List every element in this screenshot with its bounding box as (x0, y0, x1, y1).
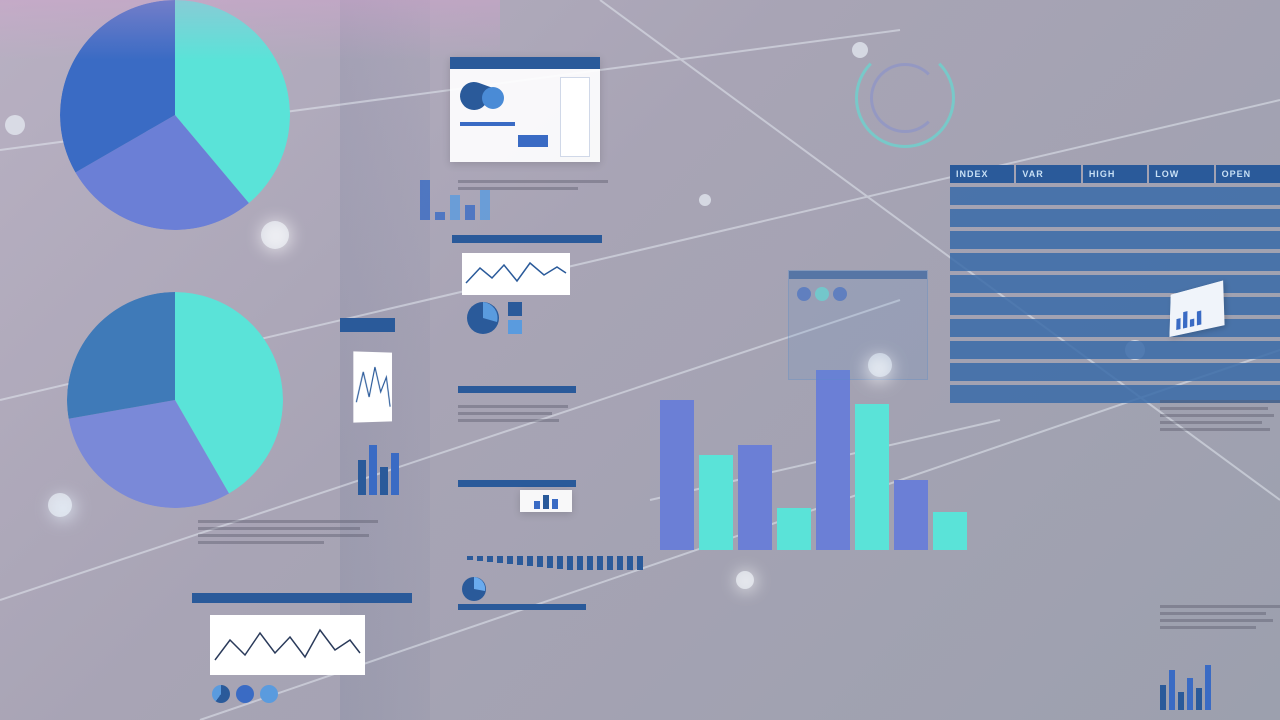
small-line-chart (353, 351, 392, 422)
text-lines-2 (458, 405, 568, 426)
tiny-bars-br (1160, 665, 1211, 710)
table-col-header: OPEN (1216, 165, 1280, 183)
mini-square-1 (508, 302, 522, 316)
glow-1 (260, 220, 292, 252)
table-row (950, 209, 1280, 227)
table-col-header: HIGH (1083, 165, 1147, 183)
hbar (458, 386, 576, 393)
pie-chart-bottom (67, 292, 283, 508)
table-row (950, 297, 1280, 315)
bottom-line-chart (210, 615, 365, 675)
pink-tint (0, 0, 500, 60)
glow-4 (735, 570, 757, 592)
text-lines-3 (458, 180, 608, 194)
text-lines-1 (198, 520, 378, 548)
panel-card-top (450, 57, 600, 162)
mini-3d-bars-icon (358, 445, 399, 495)
hbar (192, 593, 412, 603)
table-row (950, 187, 1280, 205)
text-lines-5 (1160, 605, 1280, 633)
table-row (950, 275, 1280, 293)
mini-pie-bottom-icon (460, 575, 488, 603)
dotted-bar-row (467, 556, 643, 570)
table-row (950, 319, 1280, 337)
tiny-pies-row (212, 685, 278, 703)
bar (699, 455, 733, 550)
mini-bar-card (520, 490, 572, 512)
hbar (458, 480, 576, 487)
hbar (340, 318, 395, 332)
hbar (452, 235, 602, 243)
hbar (458, 604, 586, 610)
bar (738, 445, 772, 550)
bar (933, 512, 967, 550)
hud-ring-inner-icon (870, 63, 940, 133)
table-col-header: VAR (1016, 165, 1080, 183)
text-lines-4 (1160, 400, 1280, 435)
ghost-panel (788, 270, 928, 380)
bar (816, 370, 850, 550)
bar (855, 404, 889, 550)
mini-pie-icon (465, 300, 501, 336)
mini-square-2 (508, 320, 522, 334)
glow-2 (865, 355, 893, 383)
table-col-header: LOW (1149, 165, 1213, 183)
table-row (950, 363, 1280, 381)
table-col-header: INDEX (950, 165, 1014, 183)
bar (894, 480, 928, 550)
bar (660, 400, 694, 550)
bar (777, 508, 811, 550)
data-table: INDEXVARHIGHLOWOPEN (950, 165, 1280, 407)
table-row (950, 341, 1280, 359)
table-row (950, 253, 1280, 271)
line-chart-card (462, 253, 570, 295)
glow-3 (50, 495, 76, 521)
bar-chart-main (660, 390, 967, 550)
table-row (950, 231, 1280, 249)
